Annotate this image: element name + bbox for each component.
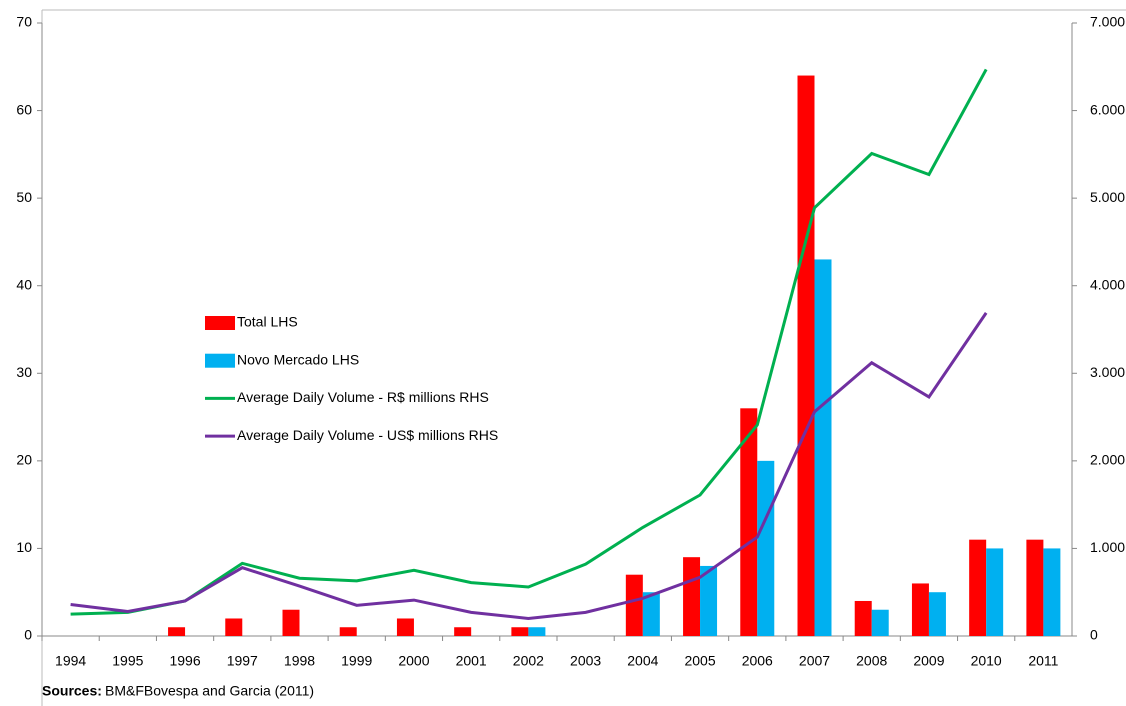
bar (642, 592, 660, 636)
x-tick-label: 1996 (169, 653, 200, 669)
bar (928, 592, 946, 636)
bar (757, 460, 775, 636)
y2-tick-label: 3.000 (1090, 364, 1125, 380)
bar (528, 627, 546, 636)
x-tick-label: 2001 (456, 653, 487, 669)
source: BM&FBovespa and Garcia (2011) (105, 683, 314, 699)
y2-tick-label: 0 (1090, 627, 1098, 643)
legend-label: Average Daily Volume - R$ millions RHS (237, 389, 489, 405)
line (70, 68, 988, 616)
bar (625, 574, 643, 636)
y-tick-label: 10 (16, 539, 32, 555)
line (70, 312, 988, 620)
y2-tick-label: 7.000 (1090, 14, 1125, 30)
legend-label: Average Daily Volume - US$ millions RHS (237, 427, 498, 443)
y-tick-label: 60 (16, 101, 32, 117)
y-tick-label: 40 (16, 276, 32, 292)
bar (740, 408, 758, 636)
y2-tick-label: 1.000 (1090, 539, 1125, 555)
x-tick-label: 2009 (913, 653, 944, 669)
bar (854, 600, 872, 636)
y-tick-label: 50 (16, 189, 32, 205)
x-tick-label: 1997 (227, 653, 258, 669)
legend-swatch (205, 316, 235, 330)
bar (282, 609, 300, 636)
bar (683, 557, 701, 636)
bar (168, 627, 186, 636)
y-tick-label: 30 (16, 364, 32, 380)
y-tick-label: 70 (16, 14, 32, 30)
bar (339, 627, 357, 636)
bar (511, 627, 529, 636)
x-tick-label: 1995 (112, 653, 143, 669)
source-label: Sources: (42, 683, 102, 699)
y2-tick-label: 5.000 (1090, 189, 1125, 205)
x-tick-label: 2002 (513, 653, 544, 669)
legend-label: Novo Mercado LHS (237, 351, 359, 367)
y2-tick-label: 2.000 (1090, 452, 1125, 468)
y-tick-label: 0 (24, 627, 32, 643)
y2-tick-label: 4.000 (1090, 276, 1125, 292)
x-tick-label: 2010 (971, 653, 1002, 669)
x-tick-label: 2011 (1028, 653, 1058, 669)
bar (700, 565, 718, 636)
bar (454, 627, 472, 636)
x-tick-label: 1998 (284, 653, 315, 669)
y2-tick-label: 6.000 (1090, 101, 1125, 117)
bar (1026, 539, 1044, 636)
x-tick-label: 1999 (341, 653, 372, 669)
bar (871, 609, 889, 636)
x-tick-label: 1994 (55, 653, 86, 669)
x-tick-label: 2003 (570, 653, 601, 669)
bar (986, 548, 1004, 636)
bar (797, 75, 815, 637)
x-tick-label: 2000 (398, 653, 429, 669)
bar (911, 583, 929, 636)
y-tick-label: 20 (16, 452, 32, 468)
x-tick-label: 2008 (856, 653, 887, 669)
x-tick-label: 2006 (742, 653, 773, 669)
legend-label: Total LHS (237, 314, 298, 330)
bar (396, 618, 414, 636)
x-tick-label: 2004 (627, 653, 658, 669)
bar (969, 539, 987, 636)
legend-swatch (205, 353, 235, 368)
x-tick-label: 2005 (684, 653, 715, 669)
bar (814, 259, 832, 636)
bar (225, 618, 243, 636)
bar (1043, 548, 1061, 636)
x-tick-label: 2007 (799, 653, 830, 669)
